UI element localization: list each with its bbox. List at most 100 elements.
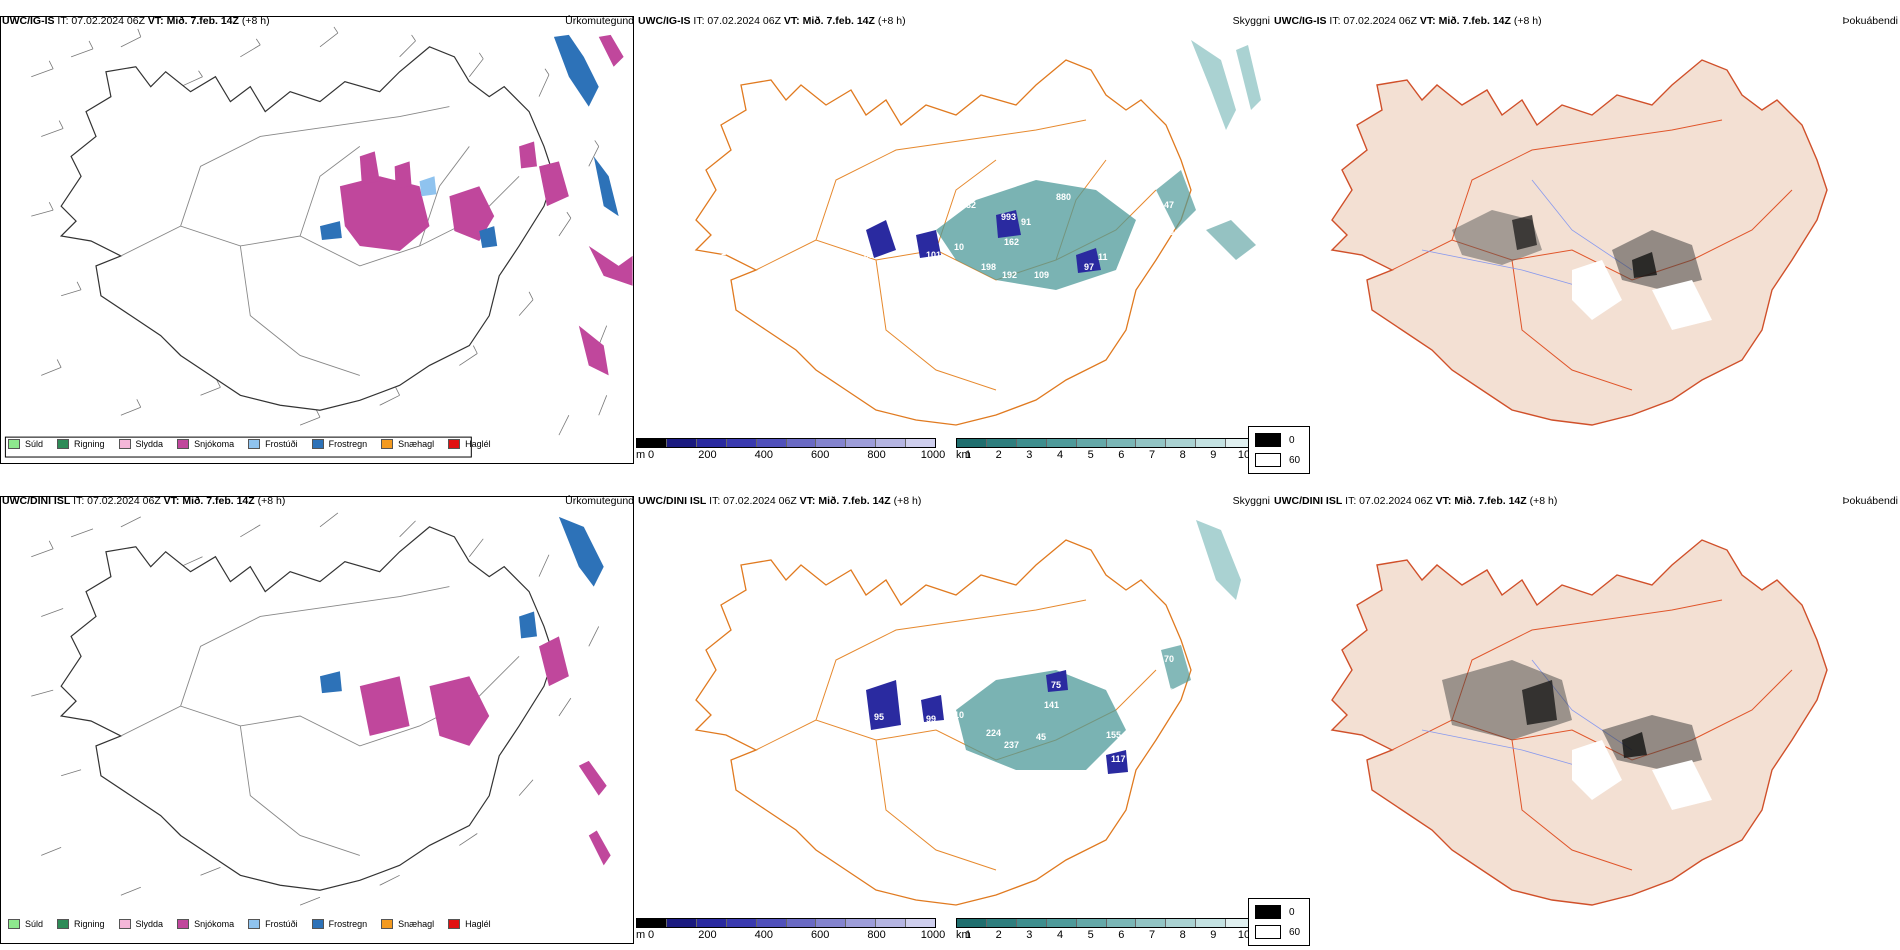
legend-swatch <box>448 919 461 929</box>
colorbar-cell <box>756 919 787 927</box>
legend-label: Frostúði <box>265 439 298 449</box>
colorbar-cell <box>957 919 987 927</box>
fog-legend-swatch <box>1255 453 1281 467</box>
cloud-base-label: 224 <box>986 728 1001 738</box>
cloud-base-label: 10 <box>954 242 964 252</box>
cloud-base-label: 55 <box>1164 227 1174 237</box>
fog-legend-swatch <box>1255 925 1281 939</box>
colorbar-cell <box>1166 439 1197 447</box>
precip-legend-item: Frostregn <box>311 919 367 929</box>
valid-time-label: VT: <box>1435 495 1452 507</box>
precip-legend-item: Slydda <box>118 439 163 449</box>
panel-title: Úrkomutegund <box>565 495 634 507</box>
ceiling-panel-bottom: UWC/DINI ISL IT: 07.02.2024 06Z VT: Mið.… <box>636 494 1272 944</box>
precip-legend-item: Súld <box>8 919 43 929</box>
colorbar-cell <box>726 439 757 447</box>
legend-swatch <box>177 439 190 449</box>
colorbar-tick-label: 2 <box>995 449 1002 461</box>
fog-legend-swatch <box>1255 905 1281 919</box>
colorbar-tick-label: 200 <box>698 449 717 461</box>
colorbar-tick-label: 600 <box>811 929 830 941</box>
legend-swatch <box>448 439 461 449</box>
legend-label: Frostregn <box>328 439 368 449</box>
legend-label: Snjókoma <box>194 919 235 929</box>
lead-time: (+8 h) <box>877 15 906 27</box>
panel-header: UWC/IG-IS IT: 07.02.2024 06Z VT: Mið. 7.… <box>1274 14 1898 28</box>
lead-time: (+8 h) <box>241 15 270 27</box>
colorbar-ticks: km 1 2 3 4 5 6 7 8 9 10 <box>956 928 1256 942</box>
legend-swatch <box>311 439 324 449</box>
legend-label: Rigning <box>74 919 105 929</box>
cloud-base-label: 11 <box>1098 252 1108 262</box>
init-time: IT: 07.02.2024 06Z <box>57 15 145 27</box>
cloud-base-label: 45 <box>1036 732 1046 742</box>
colorbar-cell <box>1106 919 1137 927</box>
fog-legend-row: 60 <box>1255 925 1300 939</box>
colorbar-cell <box>957 439 987 447</box>
cloud-base-label: 109 <box>721 247 736 257</box>
colorbar-tick-label: 5 <box>1087 449 1094 461</box>
colorbar-cell <box>1106 439 1137 447</box>
colorbar-cell <box>786 919 817 927</box>
colorbar-tick-label: 5 <box>1087 929 1094 941</box>
colorbar-cells <box>636 918 936 928</box>
colorbar-cell <box>696 439 727 447</box>
panel-header: UWC/IG-IS IT: 07.02.2024 06Z VT: Mið. 7.… <box>638 14 1270 28</box>
colorbar-cell <box>1046 439 1077 447</box>
panel-header: UWC/DINI ISL IT: 07.02.2024 06Z VT: Mið.… <box>1274 494 1898 508</box>
lead-time: (+8 h) <box>893 495 922 507</box>
precip-legend-item: Frostúði <box>248 439 298 449</box>
precip-legend-item: Snæhagl <box>381 439 434 449</box>
colorbar-tick-label: 6 <box>1118 449 1125 461</box>
colorbar-tick-label: 0 <box>647 929 655 941</box>
colorbar-cell <box>876 439 907 447</box>
fog-legend-value: 60 <box>1289 454 1301 466</box>
lead-time: (+8 h) <box>1529 495 1558 507</box>
panel-title: Skyggni <box>1232 495 1270 507</box>
precip-legend-items: Súld Rigning Slydda Snjókoma Frostúði Frostre… <box>8 439 505 449</box>
cloud-base-label: 55 <box>1168 687 1178 697</box>
cloud-base-label: 70 <box>1164 654 1174 664</box>
cloud-base-label: 155 <box>1106 730 1121 740</box>
lead-time: (+8 h) <box>257 495 286 507</box>
colorbar-tick-label: 1000 <box>920 449 946 461</box>
cloud-base-label: 162 <box>1004 237 1019 247</box>
colorbar-tick-label: 10 <box>1237 929 1251 941</box>
colorbar-unit: km <box>956 929 971 941</box>
colorbar-cell <box>786 439 817 447</box>
legend-swatch <box>381 919 394 929</box>
visibility-colorbar: km 1 2 3 4 5 6 7 8 9 10 <box>956 438 1256 462</box>
colorbar-tick-label: 800 <box>867 929 886 941</box>
colorbar-tick-label: 8 <box>1179 929 1186 941</box>
legend-swatch <box>118 919 131 929</box>
cloud-base-label: 20 <box>748 242 758 252</box>
fog-legend: 0 60 <box>1248 426 1310 474</box>
init-time: IT: 07.02.2024 06Z <box>1329 15 1417 27</box>
fog-panel-bottom: UWC/DINI ISL IT: 07.02.2024 06Z VT: Mið.… <box>1248 494 1900 946</box>
legend-label: Snæhagl <box>398 919 435 929</box>
panel-header: UWC/IG-IS IT: 07.02.2024 06Z VT: Mið. 7.… <box>2 14 634 28</box>
colorbar-cell <box>637 439 667 447</box>
colorbar-cell <box>1076 439 1107 447</box>
cloud-base-label: 81 <box>864 250 874 260</box>
colorbar-cell <box>1166 919 1197 927</box>
colorbar-cell <box>986 439 1017 447</box>
colorbar-tick-label: 7 <box>1148 929 1156 941</box>
ceiling-colorbar: m 0 200 400 600 800 1000 <box>636 918 945 942</box>
ceiling-colorbar: m 0 200 400 600 800 1000 <box>636 438 945 462</box>
colorbar-cell <box>637 919 667 927</box>
legend-swatch <box>248 919 261 929</box>
cloud-base-label: 10 <box>954 710 964 720</box>
legend-label: Súld <box>25 919 44 929</box>
colorbar-tick-label: 4 <box>1056 929 1064 941</box>
precip-legend-items: Súld Rigning Slydda Snjókoma Frostúði Frostre… <box>8 919 505 929</box>
legend-swatch <box>177 919 190 929</box>
panel-title: Skyggni <box>1232 15 1270 27</box>
colorbar-ticks: m 0 200 400 600 800 1000 <box>636 928 945 942</box>
fog-legend-value: 0 <box>1289 906 1295 918</box>
cloud-base-label: 117 <box>1111 754 1126 764</box>
colorbar-tick-label: 4 <box>1056 449 1064 461</box>
colorbar-tick-label: 1 <box>964 449 972 461</box>
precip-legend-item: Haglél <box>448 919 491 929</box>
